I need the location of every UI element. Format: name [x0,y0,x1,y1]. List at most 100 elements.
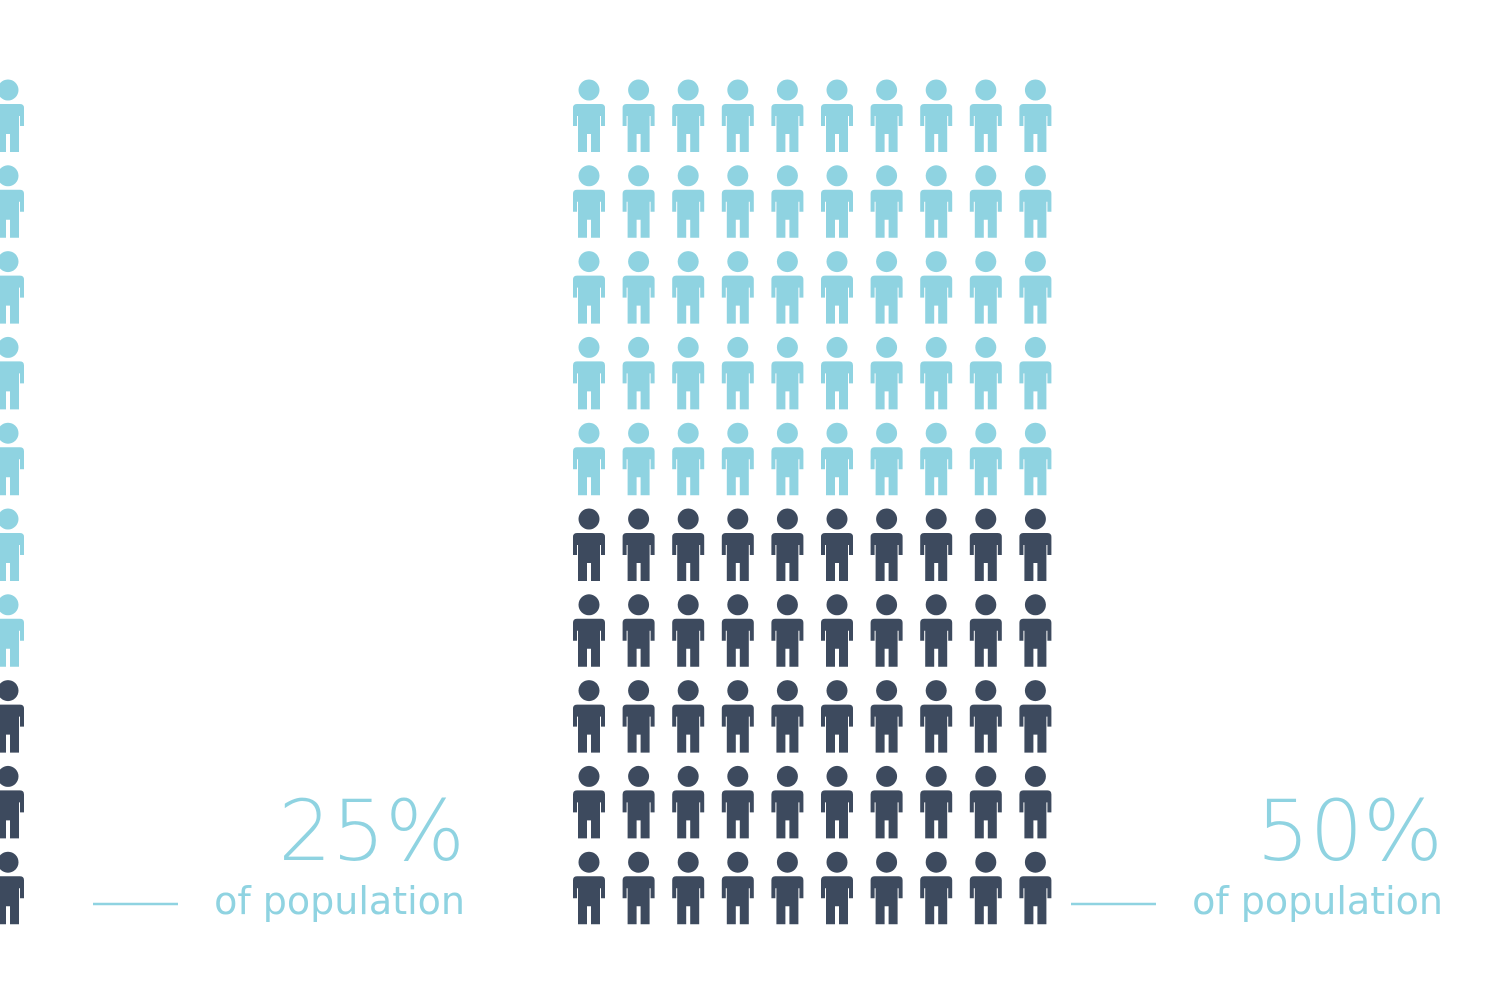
person-icon [771,851,804,925]
person-body [1019,447,1052,496]
person-icon [721,165,754,238]
person-head [578,851,600,873]
person-body [721,704,754,753]
person-body [721,790,754,839]
person-head [876,851,898,873]
person-icon [1019,251,1052,324]
person-head [727,422,749,444]
person-icon [1019,594,1052,667]
person-icon [672,508,705,581]
person-icon [622,79,655,152]
person-icon [672,765,705,839]
person-head [975,79,997,101]
person-icon [573,422,605,496]
person-head [925,251,947,273]
person-head [727,251,749,273]
person-body [573,104,605,152]
person-icon [0,165,24,238]
person-head [0,851,19,873]
person-head [578,594,600,616]
person-body [622,704,655,753]
person-head [1024,165,1046,187]
person-body [870,704,903,753]
person-icon [870,336,903,410]
person-body [0,189,24,238]
person-head [677,765,699,787]
person-icon [771,336,804,410]
person-icon [920,422,953,496]
person-head [0,79,19,101]
person-body [622,447,655,496]
person-icon [969,79,1002,152]
person-body [920,275,953,324]
person-body [1019,618,1052,667]
person-body [721,447,754,496]
person-body [870,876,903,925]
person-icon [771,508,804,581]
person-icon [573,251,605,324]
person-body [969,704,1002,753]
person-head [1024,680,1046,702]
person-icon [771,594,804,667]
person-body [672,275,705,324]
person-head [826,165,848,187]
person-body [0,876,24,925]
person-icon [821,765,853,839]
person-head [876,594,898,616]
person-icon [821,79,853,152]
person-head [727,336,749,358]
person-body [573,876,605,925]
person-body [920,447,953,496]
person-body [969,876,1002,925]
person-body [622,361,655,410]
person-icon [672,680,705,753]
person-body [622,189,655,238]
person-head [0,165,19,187]
person-head [1024,422,1046,444]
person-icon [870,422,903,496]
person-head [975,508,997,530]
person-icon [0,680,24,753]
person-body [920,104,953,152]
person-body [573,790,605,839]
person-head [876,422,898,444]
person-body [0,275,24,324]
person-body [771,447,804,496]
person-body [672,790,705,839]
person-head [975,594,997,616]
person-head [1024,851,1046,873]
person-icon [672,851,705,925]
person-icon [771,680,804,753]
person-icon [573,594,605,667]
person-icon [771,765,804,839]
person-icon [672,165,705,238]
person-head [677,165,699,187]
person-body [771,361,804,410]
person-head [578,251,600,273]
person-body [771,704,804,753]
person-head [975,851,997,873]
person-head [1024,79,1046,101]
percent-label: 25% [278,782,465,880]
person-body [672,704,705,753]
person-icon [622,508,655,581]
person-body [821,275,853,324]
person-head [826,851,848,873]
person-body [721,275,754,324]
person-body [0,790,24,839]
person-head [876,680,898,702]
person-icon [721,594,754,667]
person-head [727,165,749,187]
person-body [771,533,804,581]
person-icon [622,165,655,238]
person-body [0,704,24,753]
person-body [969,447,1002,496]
person-body [1019,876,1052,925]
person-head [776,251,798,273]
person-body [1019,533,1052,581]
person-head [0,508,19,530]
person-head [925,508,947,530]
person-icon [920,165,953,238]
person-icon [821,851,853,925]
